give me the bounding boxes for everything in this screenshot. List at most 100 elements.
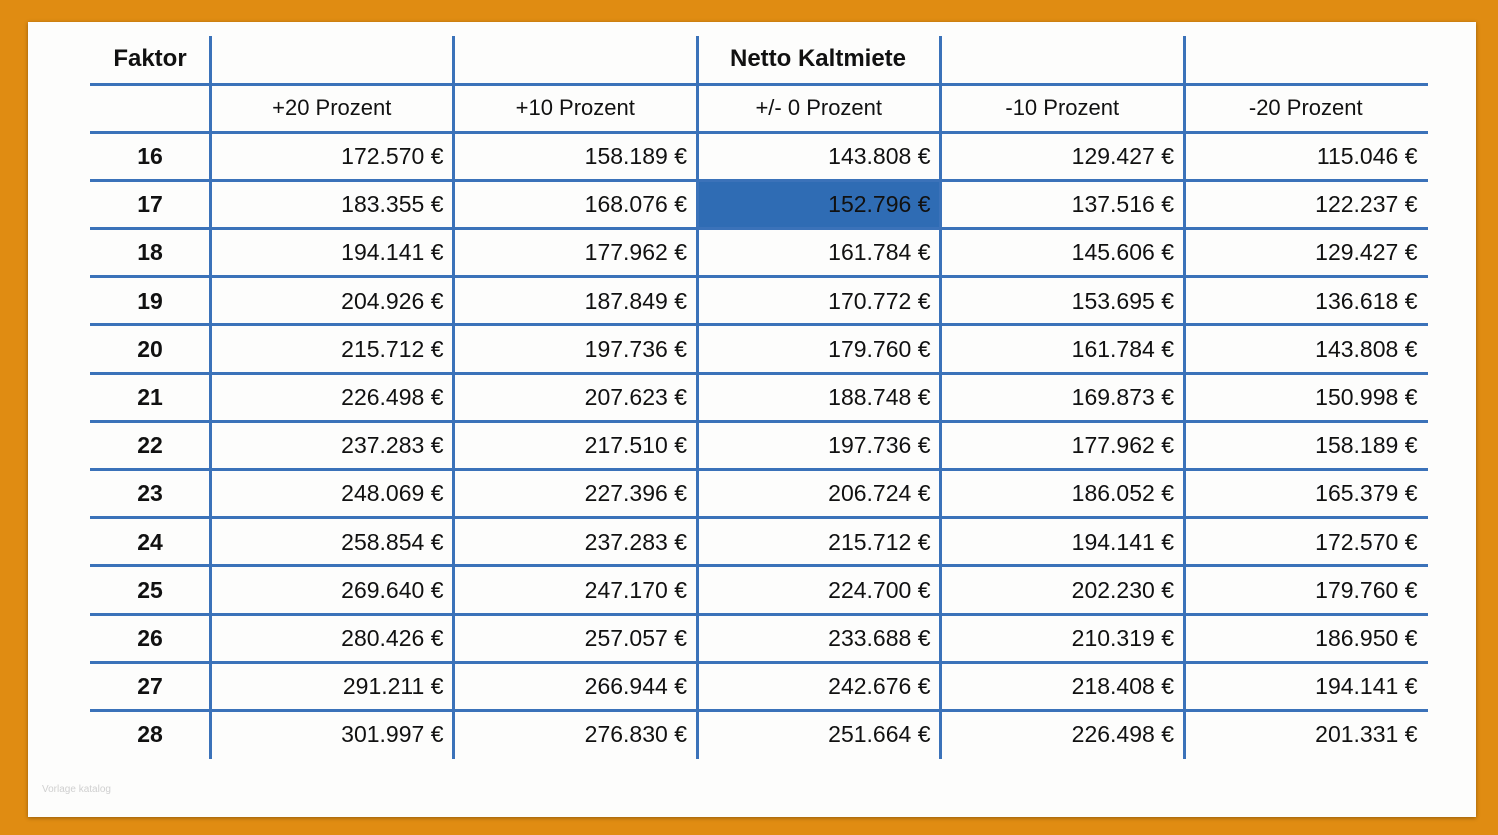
- column-header: +/- 0 Prozent: [755, 95, 883, 120]
- grid-line-horizontal: [90, 660, 1428, 664]
- highlighted-value-cell: 152.796 €: [697, 180, 941, 229]
- value-cell: 266.944 €: [584, 673, 687, 700]
- value-cell: 145.606 €: [1071, 239, 1174, 266]
- faktor-cell: 24: [137, 528, 163, 555]
- value-cell: 301.997 €: [341, 721, 444, 748]
- value-cell: 215.712 €: [341, 335, 444, 362]
- grid-line-horizontal: [90, 708, 1428, 712]
- value-cell: 186.052 €: [1071, 480, 1174, 507]
- grid-line-horizontal: [90, 516, 1428, 520]
- faktor-cell: 23: [137, 480, 163, 507]
- faktor-cell: 27: [137, 673, 163, 700]
- value-cell: 218.408 €: [1071, 673, 1174, 700]
- value-cell: 161.784 €: [1071, 335, 1174, 362]
- faktor-cell: 22: [137, 432, 163, 459]
- value-cell: 269.640 €: [341, 576, 444, 603]
- value-cell: 257.057 €: [584, 625, 687, 651]
- faktor-cell: 25: [137, 576, 163, 603]
- value-cell: 258.854 €: [341, 528, 444, 555]
- grid-line-horizontal: [90, 612, 1428, 616]
- value-cell: 194.141 €: [1071, 528, 1174, 555]
- value-cell: 183.355 €: [341, 191, 444, 218]
- watermark: Vorlage katalog: [42, 784, 111, 795]
- faktor-cell: 26: [137, 625, 163, 651]
- value-cell: 161.784 €: [828, 239, 931, 266]
- value-cell: 201.331 €: [1315, 721, 1418, 748]
- faktor-cell: 16: [137, 143, 163, 169]
- value-cell: 247.170 €: [584, 576, 687, 603]
- value-cell: 115.046 €: [1316, 143, 1418, 169]
- value-cell: 248.069 €: [341, 480, 444, 507]
- value-cell: 170.772 €: [828, 287, 931, 314]
- value-cell: 177.962 €: [584, 239, 687, 266]
- value-cell: 187.849 €: [584, 287, 687, 314]
- value-cell: 168.076 €: [584, 191, 687, 218]
- value-cell: 233.688 €: [828, 625, 931, 651]
- value-cell: 136.618 €: [1315, 287, 1418, 314]
- value-cell: 276.830 €: [584, 721, 687, 748]
- grid-line-horizontal: [90, 275, 1428, 279]
- value-cell: 143.808 €: [828, 143, 931, 169]
- grid-line-horizontal: [90, 371, 1428, 375]
- faktor-cell: 21: [137, 384, 163, 410]
- grid-line-vertical: [452, 36, 455, 759]
- value-cell: 122.237 €: [1315, 191, 1418, 218]
- value-cell: 217.510 €: [584, 432, 687, 459]
- value-cell: 224.700 €: [828, 576, 931, 603]
- value-cell: 177.962 €: [1071, 432, 1174, 459]
- value-cell: 237.283 €: [341, 432, 444, 459]
- value-cell: 197.736 €: [584, 335, 687, 362]
- value-cell: 291.211 €: [342, 673, 444, 700]
- column-header: +20 Prozent: [272, 95, 392, 120]
- header-title: Netto Kaltmiete: [729, 45, 907, 72]
- value-cell: 129.427 €: [1315, 239, 1418, 266]
- value-cell: 251.664 €: [828, 721, 931, 748]
- value-cell: 186.950 €: [1315, 625, 1418, 651]
- grid-line-horizontal: [90, 467, 1428, 471]
- grid-line-horizontal: [90, 323, 1428, 327]
- grid-line-vertical: [1182, 36, 1186, 759]
- grid-line-vertical: [695, 36, 699, 759]
- value-cell: 179.760 €: [1315, 576, 1418, 603]
- value-cell: 188.748 €: [828, 384, 931, 410]
- grid-line-horizontal: [90, 419, 1428, 423]
- value-cell: 226.498 €: [1071, 721, 1174, 748]
- value-cell: 158.189 €: [1315, 432, 1418, 459]
- value-cell: 137.516 €: [1071, 191, 1174, 218]
- grid-line-horizontal: [90, 130, 1428, 134]
- value-cell: 227.396 €: [584, 480, 687, 507]
- value-cell: 143.808 €: [1315, 335, 1418, 362]
- header-faktor: Faktor: [113, 45, 187, 72]
- faktor-cell: 20: [137, 335, 163, 362]
- grid-line-horizontal: [90, 226, 1428, 230]
- column-header: -10 Prozent: [1005, 95, 1120, 120]
- grid-line-horizontal: [90, 564, 1428, 568]
- value-cell: 206.724 €: [828, 480, 931, 507]
- value-cell: 202.230 €: [1071, 576, 1174, 603]
- value-cell: 165.379 €: [1315, 480, 1418, 507]
- value-cell: 172.570 €: [341, 143, 444, 169]
- grid-line-vertical: [939, 36, 942, 759]
- value-cell: 242.676 €: [828, 673, 931, 700]
- value-cell: 210.319 €: [1071, 625, 1174, 651]
- value-cell: 280.426 €: [341, 625, 444, 651]
- value-cell: 197.736 €: [828, 432, 931, 459]
- value-cell: 204.926 €: [341, 287, 444, 314]
- value-cell: 153.695 €: [1071, 287, 1174, 314]
- value-cell: 179.760 €: [828, 335, 931, 362]
- faktor-cell: 17: [137, 191, 163, 218]
- grid-line-horizontal: [90, 82, 1428, 86]
- column-header: +10 Prozent: [515, 95, 635, 120]
- table-card: Faktor Netto Kaltmiete +20 Prozent +10 Pr…: [28, 22, 1476, 817]
- value-cell: 194.141 €: [1315, 673, 1418, 700]
- grid-line-vertical: [208, 36, 212, 759]
- value-cell: 226.498 €: [341, 384, 444, 410]
- faktor-cell: 18: [137, 239, 163, 266]
- value-cell: 237.283 €: [584, 528, 687, 555]
- value-cell: 215.712 €: [828, 528, 931, 555]
- faktor-cell: 28: [137, 721, 163, 748]
- value-cell: 194.141 €: [341, 239, 444, 266]
- grid-line-horizontal: [90, 178, 1428, 182]
- value-cell: 158.189 €: [584, 143, 687, 169]
- faktor-cell: 19: [137, 287, 163, 314]
